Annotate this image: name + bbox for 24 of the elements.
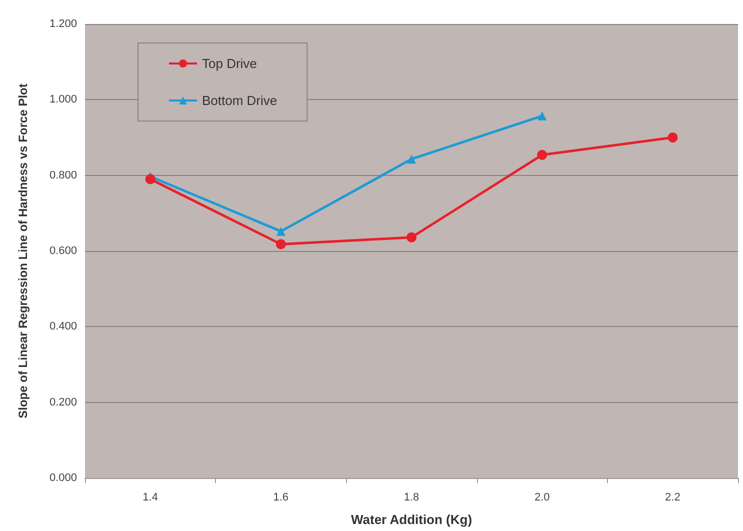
point (668, 132, 678, 142)
y-tick-label: 0.600 (49, 245, 77, 257)
point (537, 150, 548, 160)
y-tick-label: 0.800 (49, 169, 77, 182)
x-tick-label: 1.4 (142, 492, 158, 504)
y-tick-label: 0.200 (49, 396, 77, 408)
point (538, 111, 547, 120)
point (276, 226, 286, 236)
y-axis-title: Slope of Linear Regression Line of Hardness vs Force Plot (16, 84, 30, 418)
y-tick-label: 0.400 (49, 320, 77, 333)
x-tick-label: 1.8 (404, 492, 420, 504)
x-axis-title: Water Addition (Kg) (350, 512, 472, 527)
legend-label: Top Drive (202, 56, 257, 71)
legend-label: Bottom Drive (202, 93, 278, 108)
point (406, 232, 416, 242)
x-tick-label: 2.0 (534, 492, 550, 504)
y-tick-label: 0.000 (49, 472, 77, 484)
point (276, 239, 286, 250)
point (145, 174, 156, 184)
x-tick-label: 1.6 (273, 492, 289, 504)
y-tick-label: 1.200 (49, 18, 77, 30)
point (407, 154, 416, 164)
y-tick-label: 1.000 (49, 94, 77, 106)
x-tick-label: 2.2 (665, 492, 680, 504)
